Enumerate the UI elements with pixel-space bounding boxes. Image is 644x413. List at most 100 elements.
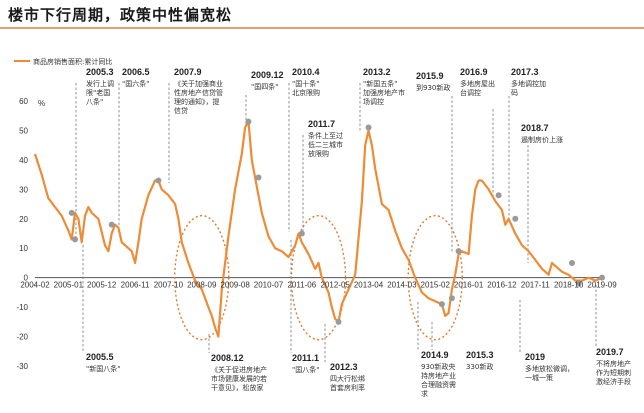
y-tick-label: 10 (19, 244, 28, 253)
annotation-date: 2007.9 (174, 67, 202, 77)
x-tick-label: 2017-11 (521, 281, 550, 290)
x-tick-label: 2019-09 (587, 281, 617, 290)
x-tick-label: 2013-04 (354, 281, 384, 290)
data-point-marker (455, 248, 462, 255)
annotation-date: 2009.12 (251, 70, 284, 80)
annotation-text: 市场健康发展的若 (211, 374, 267, 383)
data-point-marker (155, 177, 162, 184)
data-point-marker (72, 236, 79, 243)
x-tick-label: 2018-10 (554, 281, 584, 290)
annotation-text: 330新政 (466, 362, 493, 371)
data-point-marker (599, 274, 605, 281)
annotation-date: 2015.9 (416, 71, 444, 81)
annotation-text: 发行上调 (86, 79, 114, 88)
annotation-text: 《关于促进房地产 (211, 365, 267, 374)
annotation-date: 2006.5 (122, 67, 150, 77)
annotation-text: 四大行松绑 (330, 374, 365, 383)
annotation: 2009.12 "国四条" (251, 70, 284, 91)
data-point-marker (575, 280, 582, 287)
data-point-marker (255, 174, 262, 181)
x-tick-label: 2005-01 (54, 281, 84, 290)
annotation-text: 激经济手段 (596, 377, 631, 386)
annotation-text: 930新政央 (421, 362, 455, 371)
annotation-text: 多地房屋出 (460, 79, 495, 88)
annotation-date: 2008.12 (211, 353, 244, 363)
annotation-text: 《关于加强商业 (174, 79, 223, 88)
annotation-date: 2014.9 (421, 350, 449, 360)
data-point-marker (108, 221, 115, 228)
x-tick-label: 2012-05 (320, 281, 350, 290)
x-tick-label: 2016-01 (454, 281, 484, 290)
annotation-date: 2011.1 (292, 353, 319, 363)
annotation-date: 2005.5 (86, 352, 114, 362)
series-layer (33, 120, 603, 338)
annotation-text: 台调控 (460, 88, 481, 97)
data-point-marker (68, 209, 75, 216)
data-point-marker (365, 124, 372, 131)
annotation-date: 2012.3 (330, 362, 358, 372)
x-tick-label: 2016-12 (487, 281, 517, 290)
annotation: 2019 多地放松微调，一城一策 (525, 352, 574, 382)
annotation-date: 2013.2 (363, 67, 391, 77)
y-tick-label: 60 (19, 97, 28, 106)
annotation-leaders (75, 83, 597, 362)
y-tick-label: -30 (16, 362, 28, 371)
highlight-circle (407, 214, 463, 341)
legend: 商品房销售面积:累计同比 (14, 57, 112, 66)
annotation-text: 作为短期刺 (596, 368, 631, 377)
annotation-text: "国四条" (251, 82, 278, 91)
annotation-date: 2017.3 (511, 67, 539, 77)
x-tick-label: 2008-09 (187, 281, 217, 290)
annotation: 2018.7 遏制房价上涨 (521, 123, 563, 144)
annotation-text: 理的通知》，提 (174, 97, 220, 106)
y-tick-label: 20 (19, 215, 28, 224)
annotation-text: "国十条" (292, 79, 319, 88)
data-point-marker (438, 301, 445, 308)
highlight-circle (290, 214, 347, 341)
series-line (33, 120, 603, 338)
annotation-text: "国六条" (122, 79, 149, 88)
x-tick-label: 2005-12 (87, 281, 117, 290)
legend-label: 商品房销售面积:累计同比 (33, 57, 112, 66)
annotation: 2011.1 "国八条" (292, 353, 319, 374)
y-tick-label: 0 (24, 274, 29, 283)
annotation-text: "国八条" (292, 365, 319, 374)
annotation-date: 2019 (525, 352, 545, 362)
marker-layer (68, 118, 605, 325)
annotation-date: 2018.7 (521, 123, 549, 133)
page-title: 楼市下行周期，政策中性偏宽松 (8, 6, 233, 24)
annotation-text: 多地放松微调， (525, 364, 574, 373)
annotation-text: 求 (421, 389, 428, 398)
y-tick-label: -10 (16, 303, 28, 312)
annotation-text: 放限购 (308, 149, 329, 158)
annotation-text: 八条" (86, 97, 103, 106)
y-tick-label: 50 (19, 126, 28, 135)
data-point-marker (448, 295, 455, 302)
title-underline (0, 27, 644, 29)
annotation-text: 性房地产信贷管 (174, 88, 223, 97)
data-point-marker (335, 318, 342, 325)
annotation-text: 首套房利率 (330, 383, 365, 392)
annotation-text: "新国五条" (363, 79, 397, 88)
annotation-text: 加强房地产市 (363, 88, 405, 97)
data-point-marker (495, 192, 502, 199)
annotation-date: 2019.7 (596, 347, 624, 357)
annotation-date: 2011.7 (308, 119, 335, 129)
annotation-text: 条件上至过 (308, 131, 343, 140)
annotation-text: 遏制房价上涨 (521, 135, 563, 144)
x-tick-label: 2009-08 (220, 281, 250, 290)
annotation-text: 场调控 (363, 97, 384, 106)
highlight-circle (174, 214, 230, 341)
